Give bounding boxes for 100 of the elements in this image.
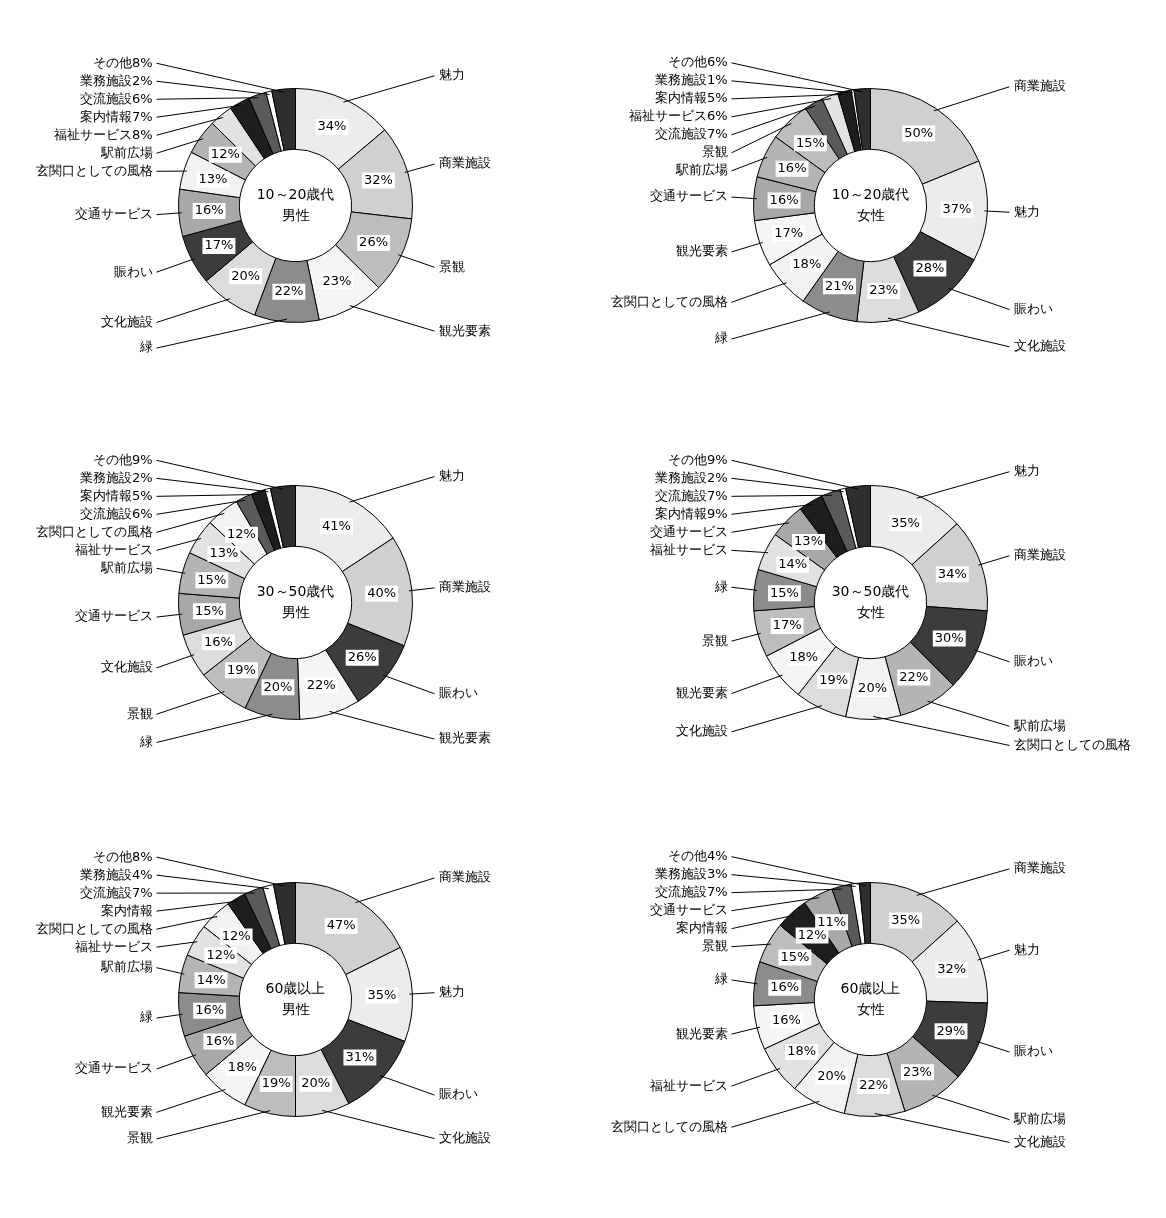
slice-label: 観光要素 [675,243,728,259]
slice-label: 福祉サービス [74,541,153,557]
slice-label: 駅前広場 [99,559,153,575]
slice-label: 交流施設6% [79,505,153,521]
data-label: 12% [221,927,251,943]
data-label: 23% [869,282,899,298]
data-label: 14% [196,971,226,987]
slice-label: 案内情報9% [654,505,728,521]
data-label: 34% [317,118,347,134]
text: 60歳以上 [265,980,326,997]
data-label: 15% [780,948,810,964]
data-label: 35% [891,514,920,530]
data-label: 12% [227,526,256,542]
data-label: 15% [194,602,224,618]
data-label: 16% [205,1032,235,1048]
data-label: 16% [195,1002,225,1018]
data-label: 23% [322,272,352,288]
slice-label: 観光要素 [438,730,491,746]
slice-label: 景観 [126,705,153,721]
data-label: 11% [817,913,847,929]
slice-label: 福祉サービス [74,938,153,954]
slice-label: 交流施設7% [79,884,153,900]
data-label: 30% [934,629,964,645]
data-label: 22% [859,1077,889,1093]
slice-label: 緑 [713,330,728,346]
slice-label: 魅力 [1013,203,1040,219]
slice-label: 福祉サービス6% [628,108,728,124]
slice-label: 駅前広場 [1012,1111,1066,1127]
slice-label: 緑 [138,1009,153,1025]
slice-label: 駅前広場 [99,144,153,160]
slice-label: 案内情報5% [79,487,153,503]
slice-label: 案内情報7% [79,108,153,124]
text: 男性 [281,604,310,621]
data-label: 13% [198,170,228,186]
slice-label: 商業施設 [1013,547,1066,563]
data-label: 35% [891,911,921,927]
slice-label: 文化施設 [438,1129,491,1145]
slice-label: 交通サービス [74,206,153,221]
slice-label: 観光要素 [438,322,491,338]
slice-label: 魅力 [438,467,465,483]
data-label: 28% [915,259,945,275]
slice-label: 商業施設 [438,579,491,595]
slice-label: 業務施設2% [79,72,153,88]
data-label: 35% [367,986,397,1002]
slice-label: 文化施設 [675,723,728,739]
data-label: 14% [778,556,808,572]
slice-label: 商業施設 [1013,78,1066,94]
data-label: 40% [367,585,397,601]
slice-label: 賑わい [1013,300,1053,316]
data-label: 21% [825,277,854,293]
data-label: 17% [774,224,804,240]
slice-label: 駅前広場 [99,959,153,975]
slice-label: 文化施設 [100,313,153,329]
slice-label: 緑 [138,339,153,355]
slice-label: 交流施設7% [654,487,728,503]
slice-label: 商業施設 [438,155,491,171]
data-label: 15% [795,134,825,150]
slice-label: 観光要素 [675,1025,728,1041]
data-label: 34% [937,565,967,581]
slice-label: 景観 [701,938,728,954]
slice-label: 福祉サービス [649,1077,728,1093]
slice-label: 商業施設 [438,869,491,885]
slice-label: 観光要素 [675,684,728,700]
slice-label: 賑わい [438,685,478,701]
slice-label: 緑 [713,578,728,594]
slice-label: 魅力 [438,67,465,83]
slice-label: 緑 [713,971,728,987]
slice-label: その他8% [92,848,153,864]
data-label: 19% [227,661,256,677]
data-label: 26% [359,234,389,250]
slice-label: その他8% [92,54,153,70]
slice-label: 駅前広場 [674,162,728,178]
slice-label: 案内情報 [100,902,153,918]
data-label: 26% [347,649,377,665]
data-label: 17% [772,617,802,633]
slice-label: 文化施設 [1013,1133,1066,1149]
data-label: 12% [797,926,827,942]
data-label: 20% [231,267,261,283]
data-label: 20% [858,680,888,696]
slice-label: 文化施設 [100,659,153,675]
slice-label: 玄関口としての風格 [35,523,153,539]
data-label: 29% [936,1022,966,1038]
data-label: 19% [261,1075,291,1091]
data-label: 13% [209,545,239,561]
data-label: 12% [210,146,240,162]
slice-label: 賑わい [113,263,153,279]
data-label: 20% [301,1075,331,1091]
data-label: 12% [206,947,236,962]
data-label: 16% [769,191,799,207]
slice-label: 案内情報 [675,920,728,936]
data-label: 18% [787,1043,817,1059]
slice-label: 玄関口としての風格 [35,162,153,178]
slice-label: その他9% [667,451,728,467]
slice-label: その他6% [667,54,728,70]
slice-label: 景観 [126,1130,153,1146]
text: 女性 [856,1001,885,1018]
data-label: 22% [306,676,336,692]
slice-label: 交通サービス [74,1060,153,1076]
slice-label: 魅力 [1013,941,1040,957]
text: 10～20歳代 [256,186,335,203]
